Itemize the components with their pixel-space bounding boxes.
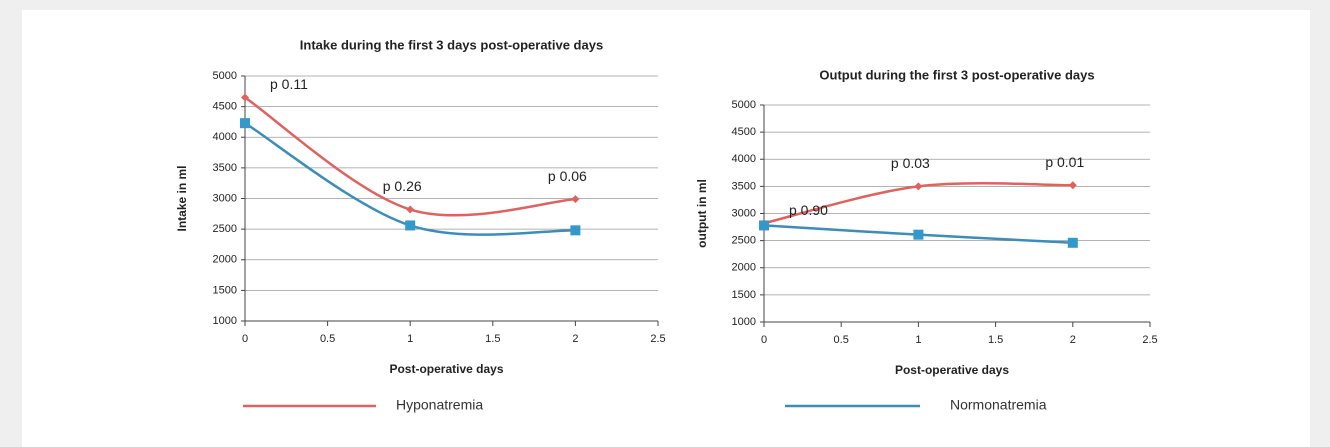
marker	[570, 225, 581, 236]
marker	[406, 205, 415, 214]
marker	[1068, 181, 1077, 190]
y-tick-label: 1500	[213, 284, 237, 296]
chart-title: Output during the first 3 post-operative…	[819, 67, 1094, 82]
y-tick-label: 3500	[213, 162, 237, 174]
legend-label: Normonatremia	[950, 397, 1047, 413]
x-tick-label: 2	[572, 333, 578, 345]
x-axis-label: Post-operative days	[389, 362, 503, 376]
chart-title: Intake during the first 3 days post-oper…	[300, 37, 603, 52]
marker	[405, 220, 416, 231]
y-axis-label: Intake in ml	[175, 165, 189, 231]
y-tick-label: 4500	[213, 101, 237, 113]
x-tick-label: 0	[242, 333, 248, 345]
legend-label: Hyponatremia	[396, 397, 483, 413]
y-tick-label: 1000	[732, 316, 756, 328]
y-axis-label: output in ml	[695, 179, 709, 248]
y-tick-label: 2000	[732, 262, 756, 274]
panel	[22, 10, 1310, 447]
y-tick-label: 3500	[732, 180, 756, 192]
y-tick-label: 5000	[213, 70, 237, 82]
marker	[913, 229, 924, 240]
y-tick-label: 3000	[213, 192, 237, 204]
y-tick-label: 1000	[213, 315, 237, 327]
x-tick-label: 0.5	[320, 333, 335, 345]
annotation: p 0.26	[383, 178, 422, 194]
x-tick-label: 1.5	[988, 334, 1003, 346]
y-tick-label: 5000	[732, 99, 756, 111]
annotation: p 0.90	[789, 202, 828, 218]
marker	[240, 118, 250, 129]
x-tick-label: 1	[407, 333, 413, 345]
y-tick-label: 4000	[732, 153, 756, 165]
x-tick-label: 1.5	[485, 333, 500, 345]
annotation: p 0.06	[548, 168, 587, 184]
y-tick-label: 4000	[213, 131, 237, 143]
annotation: p 0.03	[891, 155, 930, 171]
x-axis-label: Post-operative days	[895, 363, 1009, 377]
marker	[571, 195, 580, 204]
y-tick-label: 1500	[732, 289, 756, 301]
y-tick-label: 2500	[213, 223, 237, 235]
x-tick-label: 0	[761, 334, 767, 346]
x-tick-label: 1	[915, 334, 921, 346]
marker	[759, 220, 769, 231]
annotation: p 0.01	[1045, 154, 1084, 170]
y-tick-label: 4500	[732, 126, 756, 138]
y-tick-label: 3000	[732, 207, 756, 219]
marker	[241, 93, 249, 102]
y-tick-label: 2500	[732, 235, 756, 247]
x-tick-label: 2.5	[1142, 334, 1157, 346]
x-tick-label: 2.5	[650, 333, 665, 345]
x-tick-label: 0.5	[834, 334, 849, 346]
marker	[1067, 237, 1078, 248]
marker	[914, 182, 923, 191]
annotation: p 0.11	[270, 76, 308, 92]
y-tick-label: 2000	[213, 254, 237, 266]
x-tick-label: 2	[1070, 334, 1076, 346]
